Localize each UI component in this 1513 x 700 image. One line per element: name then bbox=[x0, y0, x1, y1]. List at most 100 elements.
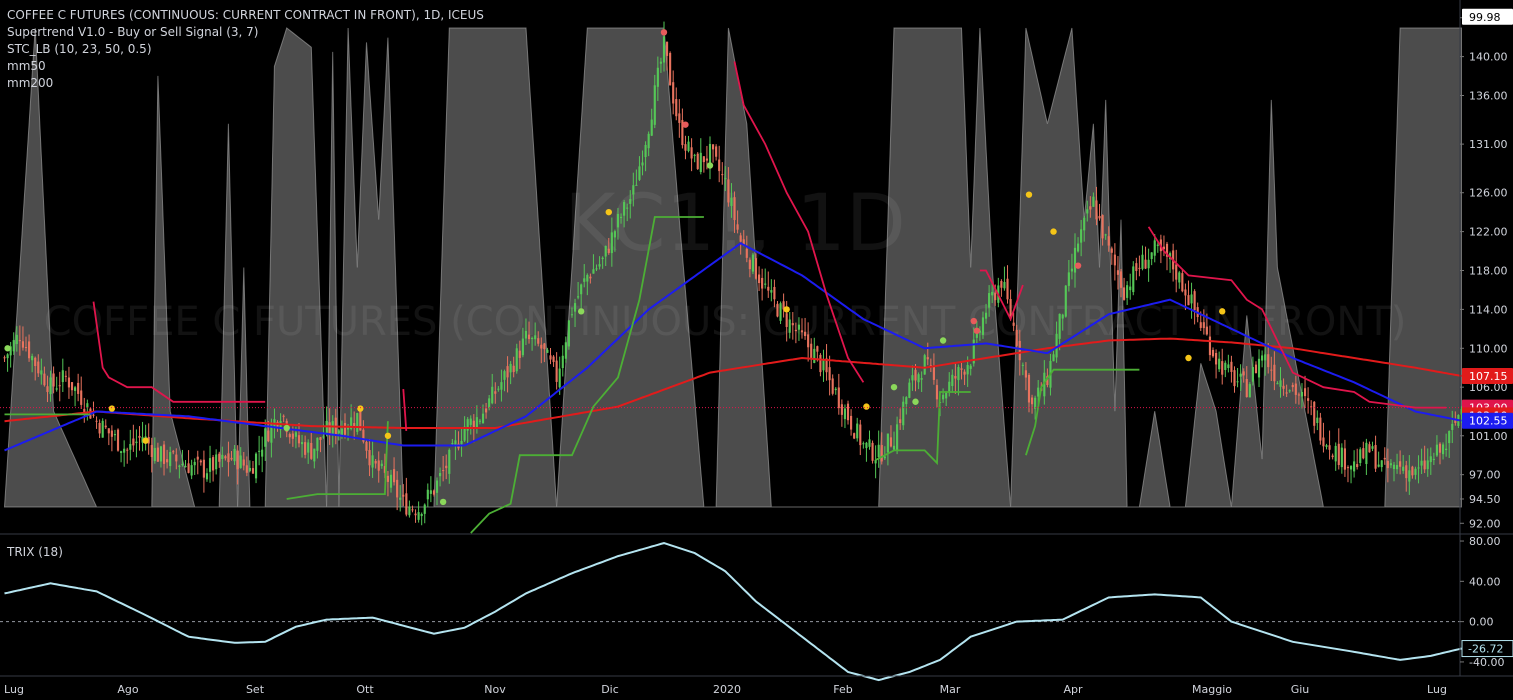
candle-body[interactable] bbox=[52, 373, 55, 387]
candle-body[interactable] bbox=[21, 341, 25, 348]
candle-body[interactable] bbox=[242, 459, 245, 466]
candle-body[interactable] bbox=[31, 356, 34, 361]
candle-body[interactable] bbox=[1257, 358, 1261, 378]
candle-body[interactable] bbox=[564, 342, 567, 359]
candle-body[interactable] bbox=[472, 420, 475, 429]
candle-body[interactable] bbox=[166, 459, 169, 463]
candle-body[interactable] bbox=[80, 390, 83, 405]
candle-body[interactable] bbox=[586, 274, 589, 282]
candle-body[interactable] bbox=[1368, 444, 1371, 453]
candle-body[interactable] bbox=[445, 465, 448, 469]
candle-body[interactable] bbox=[208, 458, 212, 472]
candle-body[interactable] bbox=[307, 442, 310, 453]
candle-body[interactable] bbox=[429, 490, 432, 494]
supertrend-down-line[interactable] bbox=[402, 389, 408, 431]
candle-body[interactable] bbox=[1261, 355, 1264, 361]
candle-body[interactable] bbox=[264, 428, 267, 447]
candle-body[interactable] bbox=[874, 459, 877, 464]
candle-body[interactable] bbox=[604, 245, 607, 257]
candle-body[interactable] bbox=[644, 144, 647, 158]
candle-body[interactable] bbox=[1187, 295, 1190, 306]
candle-body[interactable] bbox=[1353, 461, 1356, 472]
candle-body[interactable] bbox=[1230, 361, 1233, 372]
candle-body[interactable] bbox=[37, 361, 40, 374]
candle-body[interactable] bbox=[15, 334, 18, 345]
candle-body[interactable] bbox=[1300, 392, 1304, 397]
signal-dot[interactable] bbox=[384, 432, 392, 439]
candle-body[interactable] bbox=[1340, 447, 1343, 468]
candle-body[interactable] bbox=[227, 453, 230, 463]
signal-dot[interactable] bbox=[108, 405, 116, 412]
candle-body[interactable] bbox=[641, 162, 644, 166]
candle-body[interactable] bbox=[282, 415, 285, 417]
candle-body[interactable] bbox=[1184, 289, 1187, 296]
supertrend-down-line[interactable] bbox=[733, 61, 865, 383]
candle-body[interactable] bbox=[150, 445, 153, 458]
candle-body[interactable] bbox=[1055, 333, 1058, 358]
candle-body[interactable] bbox=[534, 335, 537, 340]
candle-body[interactable] bbox=[83, 408, 86, 412]
candle-body[interactable] bbox=[942, 394, 945, 400]
candle-body[interactable] bbox=[865, 442, 868, 449]
candle-body[interactable] bbox=[1003, 282, 1006, 289]
candle-body[interactable] bbox=[607, 248, 610, 253]
candle-body[interactable] bbox=[616, 213, 620, 228]
candle-body[interactable] bbox=[1061, 314, 1064, 319]
candle-body[interactable] bbox=[776, 303, 779, 317]
candle-body[interactable] bbox=[745, 248, 748, 258]
candle-body[interactable] bbox=[175, 454, 178, 462]
candle-body[interactable] bbox=[1288, 390, 1291, 392]
candle-body[interactable] bbox=[138, 435, 141, 438]
candle-body[interactable] bbox=[1264, 354, 1267, 361]
candle-body[interactable] bbox=[1362, 448, 1365, 459]
candle-body[interactable] bbox=[1129, 286, 1132, 291]
candle-body[interactable] bbox=[1101, 215, 1104, 239]
candle-body[interactable] bbox=[181, 463, 184, 466]
candle-body[interactable] bbox=[914, 369, 917, 381]
candle-body[interactable] bbox=[647, 133, 650, 149]
candle-body[interactable] bbox=[337, 430, 340, 434]
candle-body[interactable] bbox=[727, 179, 730, 203]
candle-body[interactable] bbox=[672, 82, 675, 104]
candle-body[interactable] bbox=[963, 371, 966, 375]
candle-body[interactable] bbox=[653, 85, 656, 125]
candle-body[interactable] bbox=[1015, 329, 1018, 346]
candle-body[interactable] bbox=[371, 455, 374, 468]
candle-body[interactable] bbox=[1000, 281, 1003, 288]
candle-body[interactable] bbox=[715, 146, 718, 157]
candle-body[interactable] bbox=[58, 385, 61, 387]
candle-body[interactable] bbox=[1083, 217, 1086, 231]
supertrend-up-line[interactable] bbox=[875, 391, 971, 466]
candle-body[interactable] bbox=[1181, 273, 1184, 292]
candle-body[interactable] bbox=[1349, 465, 1353, 470]
candle-body[interactable] bbox=[1417, 467, 1420, 469]
candle-body[interactable] bbox=[813, 348, 816, 363]
candle-body[interactable] bbox=[1046, 376, 1049, 386]
candle-body[interactable] bbox=[972, 339, 975, 364]
candle-body[interactable] bbox=[859, 424, 862, 446]
candle-body[interactable] bbox=[1411, 466, 1414, 476]
candle-body[interactable] bbox=[478, 420, 482, 422]
candle-body[interactable] bbox=[466, 419, 469, 431]
candle-body[interactable] bbox=[392, 469, 396, 483]
candle-body[interactable] bbox=[899, 419, 902, 424]
candle-body[interactable] bbox=[34, 357, 37, 367]
candle-body[interactable] bbox=[1165, 243, 1169, 257]
candle-body[interactable] bbox=[304, 442, 307, 455]
candle-body[interactable] bbox=[837, 387, 840, 409]
candle-body[interactable] bbox=[623, 202, 626, 216]
candle-body[interactable] bbox=[350, 417, 353, 429]
candle-body[interactable] bbox=[1095, 200, 1098, 220]
candle-body[interactable] bbox=[708, 143, 712, 166]
candle-body[interactable] bbox=[439, 473, 442, 477]
candle-body[interactable] bbox=[24, 347, 28, 349]
candle-body[interactable] bbox=[779, 303, 782, 321]
candle-body[interactable] bbox=[1205, 326, 1208, 335]
mm200-legend[interactable]: mm200 bbox=[7, 76, 54, 90]
candle-body[interactable] bbox=[739, 235, 742, 242]
candle-body[interactable] bbox=[74, 387, 77, 391]
candle-body[interactable] bbox=[984, 312, 988, 319]
candle-body[interactable] bbox=[1276, 383, 1279, 385]
signal-dot[interactable] bbox=[1025, 191, 1033, 198]
candle-body[interactable] bbox=[1432, 458, 1435, 460]
